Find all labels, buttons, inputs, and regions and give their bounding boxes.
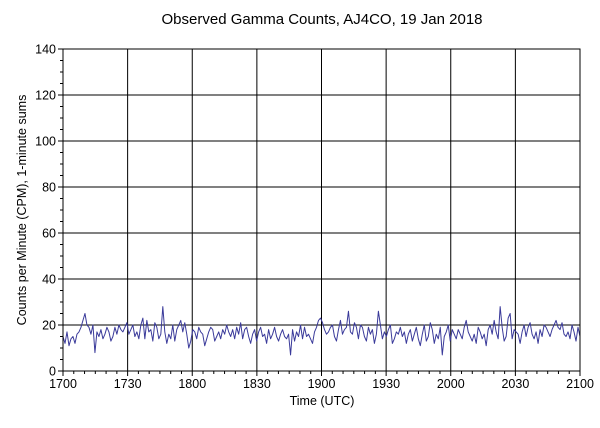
x-tick-label: 1800 — [178, 377, 206, 391]
x-axis-title: Time (UTC) — [290, 394, 355, 408]
y-tick-label: 100 — [35, 135, 56, 149]
x-tick-label: 1900 — [308, 377, 336, 391]
plot-frame — [62, 48, 581, 372]
x-tick-label: 2000 — [437, 377, 465, 391]
x-axis-tick-labels: 1700 1730 1800 1830 1900 1930 2000 2030 2100 — [49, 377, 594, 391]
x-tick-label: 1700 — [49, 377, 77, 391]
y-tick-label: 20 — [42, 319, 56, 333]
x-tick-label: 2030 — [501, 377, 529, 391]
x-tick-label: 2100 — [566, 377, 594, 391]
x-tick-label: 1930 — [372, 377, 400, 391]
data-series — [62, 306, 581, 356]
y-axis-tick-labels: 0 20 40 60 80 100 120 140 — [35, 43, 56, 379]
y-tick-label: 80 — [42, 181, 56, 195]
x-tick-label: 1730 — [114, 377, 142, 391]
y-tick-label: 140 — [35, 43, 56, 57]
y-tick-label: 120 — [35, 89, 56, 103]
y-axis-title: Counts per Minute (CPM), 1-minute sums — [15, 95, 29, 326]
series-line — [62, 306, 581, 356]
y-tick-label: 40 — [42, 273, 56, 287]
grid-lines — [63, 49, 580, 371]
chart-title: Observed Gamma Counts, AJ4CO, 19 Jan 201… — [162, 11, 483, 28]
x-tick-label: 1830 — [243, 377, 271, 391]
y-tick-label: 60 — [42, 227, 56, 241]
y-tick-label: 0 — [49, 365, 56, 379]
